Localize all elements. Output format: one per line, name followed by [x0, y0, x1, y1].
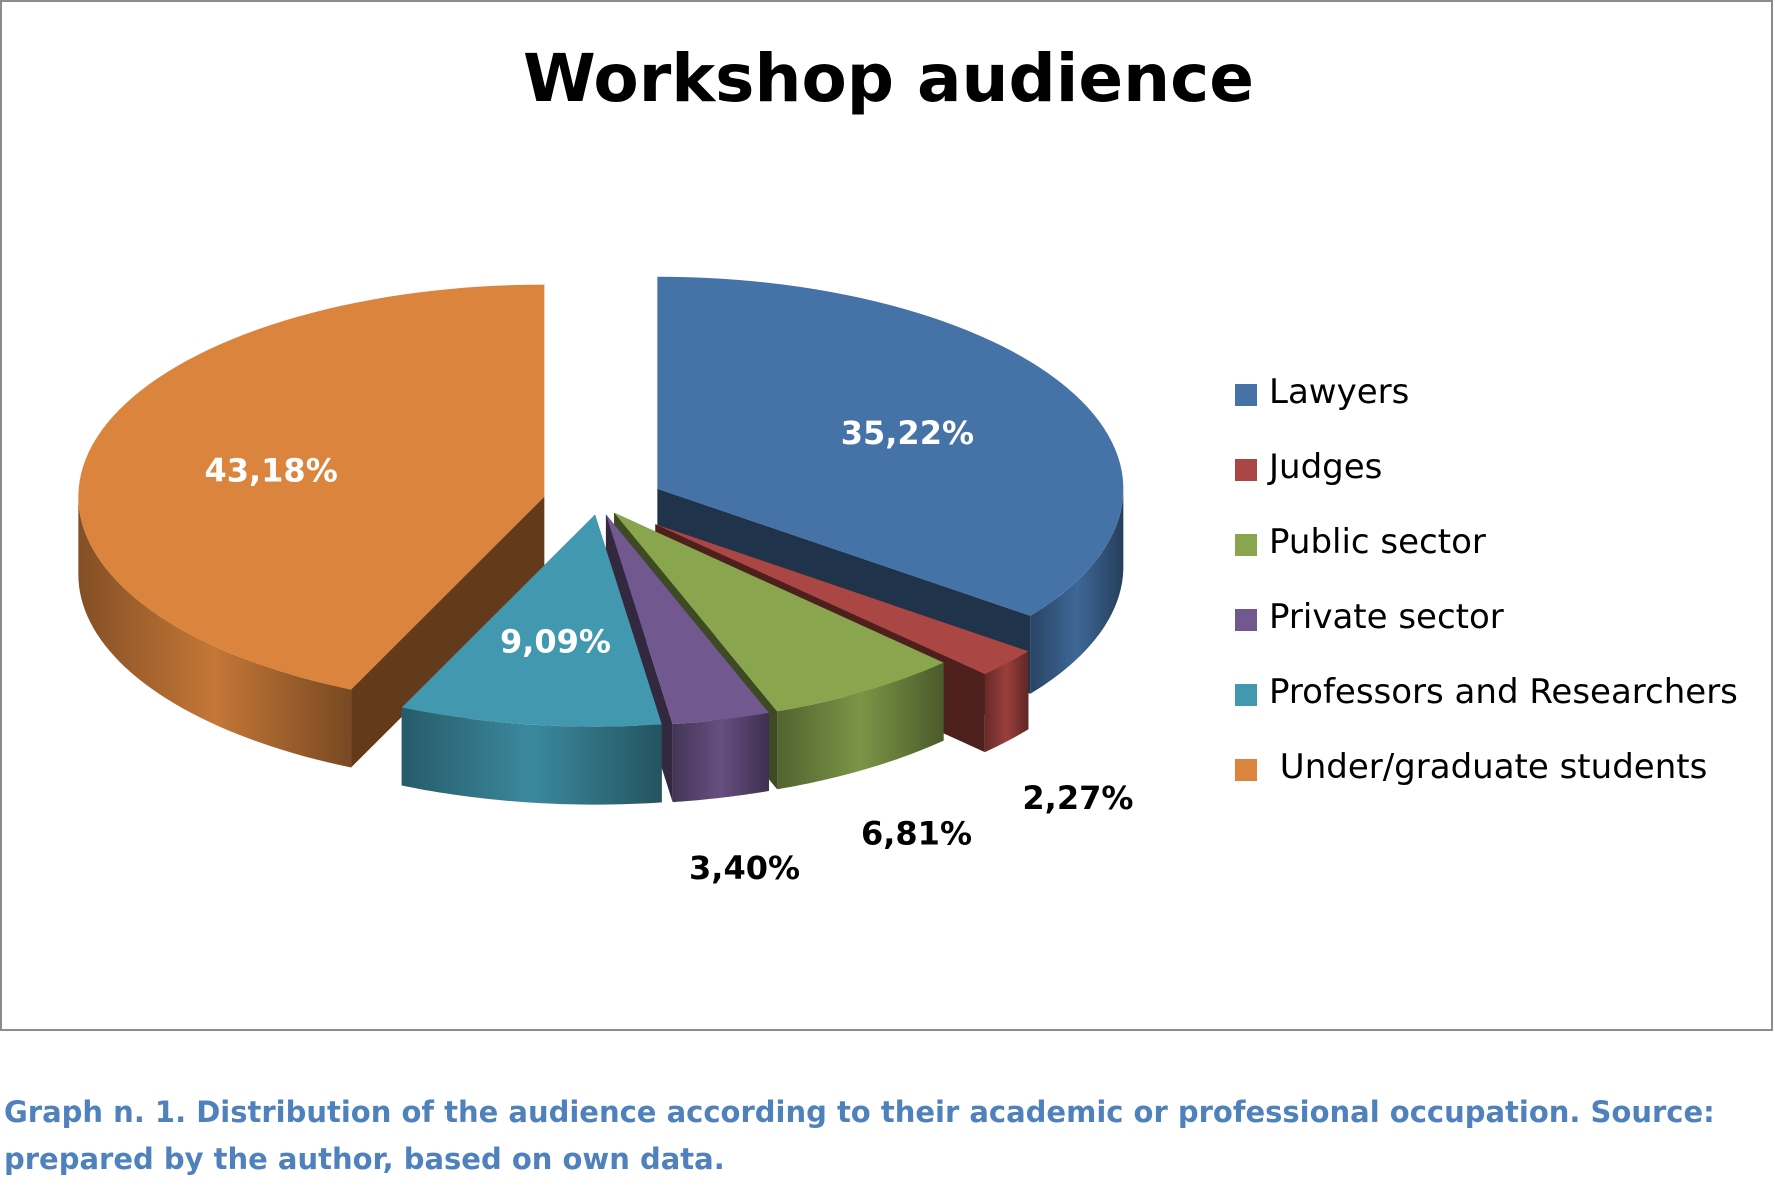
legend-label: Judges — [1269, 447, 1383, 487]
slice-outer-wall — [672, 712, 769, 803]
pie-chart: 35,22% 2,27% 6,81% 3,40% 9,09% 43,18% — [78, 276, 1133, 887]
legend-label: Lawyers — [1269, 372, 1410, 412]
slice-top-under-graduate-students — [78, 284, 545, 690]
legend-swatch — [1235, 759, 1257, 781]
legend-label: Professors and Researchers — [1269, 672, 1738, 712]
legend-swatch — [1235, 609, 1257, 631]
legend-swatch — [1235, 459, 1257, 481]
slice-top-lawyers — [657, 276, 1124, 616]
chart-title: Workshop audience — [522, 40, 1255, 117]
data-label-under-graduate-students: 43,18% — [204, 452, 337, 490]
figure-caption: Graph n. 1. Distribution of the audience… — [4, 1095, 1715, 1176]
slice-outer-wall — [984, 651, 1029, 753]
data-label-private-sector: 3,40% — [689, 849, 800, 887]
legend-label: Public sector — [1269, 522, 1486, 562]
slice-top-judges — [655, 524, 1029, 675]
slice-top-public-sector — [614, 512, 944, 712]
pie-tops — [78, 276, 1124, 727]
data-label-public-sector: 6,81% — [861, 815, 972, 853]
legend-label: Under/graduate students — [1269, 747, 1708, 787]
slice-top-professors-and-researchers — [401, 514, 662, 727]
pie-labels: 35,22% 2,27% 6,81% 3,40% 9,09% 43,18% — [204, 414, 1133, 887]
legend-label: Private sector — [1269, 597, 1504, 637]
slice-outer-wall — [401, 707, 662, 805]
pie-slice-under-graduate-students — [78, 496, 545, 768]
legend-swatch — [1235, 684, 1257, 706]
legend-swatch — [1235, 534, 1257, 556]
slice-outer-wall — [777, 662, 944, 790]
legend-swatch — [1235, 384, 1257, 406]
chart-frame: Workshop audience 35,22% 2,27% 6,81% 3,40% 9… — [0, 0, 1773, 1031]
data-label-judges: 2,27% — [1022, 779, 1133, 817]
slice-cut-face — [351, 496, 545, 768]
slice-outer-wall — [78, 496, 352, 768]
data-label-professors-and-researchers: 9,09% — [500, 623, 611, 661]
slice-top-private-sector — [605, 514, 769, 725]
slice-outer-wall — [1030, 488, 1124, 694]
data-label-lawyers: 35,22% — [841, 414, 974, 452]
